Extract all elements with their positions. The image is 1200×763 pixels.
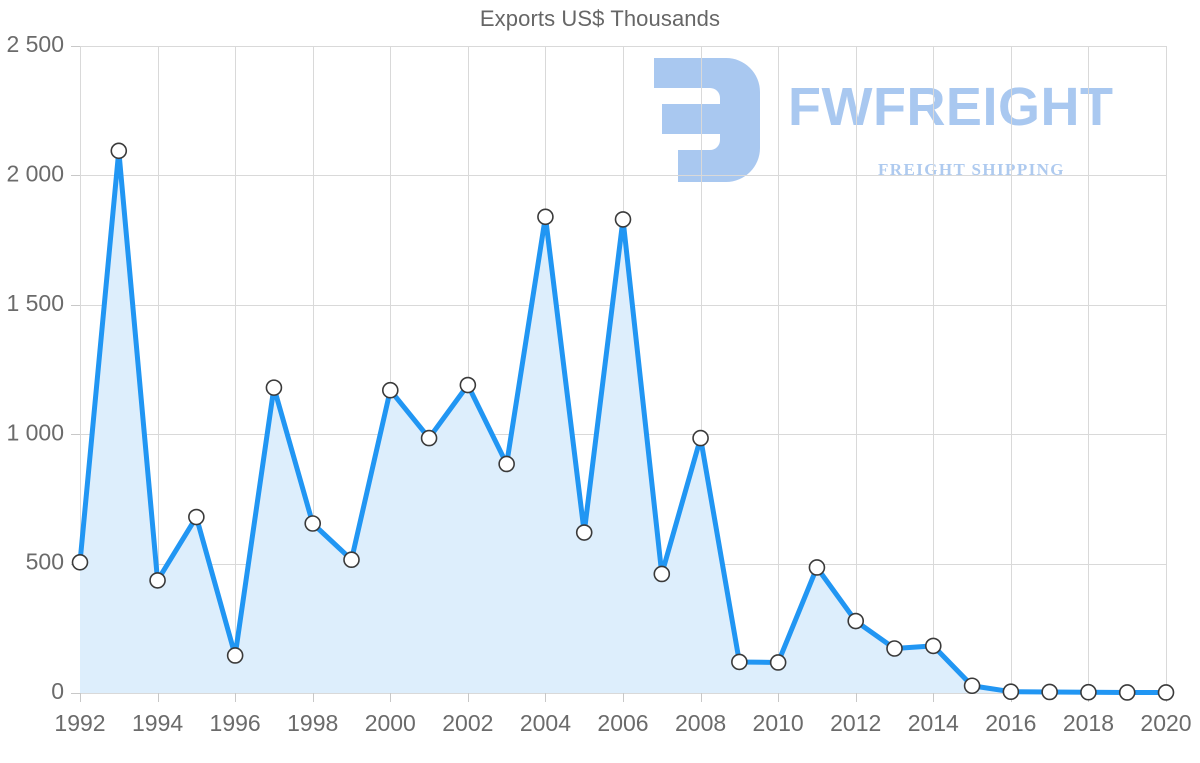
data-point-marker[interactable] — [71, 554, 89, 571]
data-point-marker[interactable] — [1157, 684, 1175, 701]
data-point-marker[interactable] — [731, 653, 748, 671]
data-point-marker[interactable] — [1080, 683, 1097, 701]
x-axis-tick-label: 2012 — [830, 710, 881, 736]
data-point-marker[interactable] — [1118, 684, 1136, 701]
data-point-marker[interactable] — [769, 654, 787, 671]
x-axis-tick-label: 1998 — [287, 710, 338, 736]
x-axis-tick-label: 1994 — [132, 710, 183, 736]
y-axis-tick-label: 2 500 — [6, 31, 64, 57]
data-point-marker[interactable] — [886, 640, 903, 657]
y-axis-tick-label: 500 — [26, 549, 64, 575]
data-point-marker[interactable] — [459, 376, 477, 394]
data-point-marker[interactable] — [1002, 683, 1020, 701]
y-axis-labels: 0 500 1 000 1 500 2 000 2 500 — [6, 31, 64, 704]
data-point-marker[interactable] — [265, 379, 283, 396]
data-point-marker[interactable] — [614, 211, 632, 228]
x-axis-tick-label: 1992 — [54, 710, 105, 736]
x-axis-tick-label: 2010 — [753, 710, 804, 736]
data-point-marker[interactable] — [575, 524, 593, 541]
data-point-marker[interactable] — [149, 572, 166, 589]
x-axis-tick-label: 2018 — [1063, 710, 1114, 736]
data-point-marker[interactable] — [498, 455, 515, 473]
x-axis-tick-label: 2016 — [985, 710, 1036, 736]
y-axis-tick-label: 1 000 — [6, 419, 64, 445]
data-point-marker[interactable] — [226, 647, 244, 664]
x-axis-tick-label: 2004 — [520, 710, 571, 736]
area-fill — [80, 150, 1166, 693]
data-point-marker[interactable] — [110, 142, 128, 160]
x-axis-tick-label: 2002 — [442, 710, 493, 736]
y-axis-tick-label: 0 — [51, 678, 64, 704]
series-area — [80, 150, 1166, 693]
data-point-marker[interactable] — [1041, 683, 1058, 701]
data-point-marker[interactable] — [420, 429, 438, 447]
data-point-marker[interactable] — [304, 515, 322, 532]
x-axis-tick-label: 2008 — [675, 710, 726, 736]
x-axis-tick-label: 1996 — [210, 710, 261, 736]
data-point-marker[interactable] — [808, 559, 826, 576]
y-axis-tick-label: 1 500 — [6, 290, 64, 316]
data-point-marker[interactable] — [537, 208, 554, 226]
chart-title: Exports US$ Thousands — [479, 6, 721, 31]
data-point-marker[interactable] — [847, 612, 865, 630]
data-point-marker[interactable] — [963, 677, 981, 695]
y-axis-tick-label: 2 000 — [6, 160, 64, 186]
data-point-marker[interactable] — [653, 565, 671, 583]
data-point-marker[interactable] — [381, 381, 399, 399]
data-point-marker[interactable] — [692, 429, 709, 447]
data-point-marker[interactable] — [343, 551, 360, 569]
x-axis-labels: 1992 1994 1996 1998 2000 2002 2004 2006 2008 2010… — [54, 710, 1191, 736]
x-axis-tick-label: 2006 — [597, 710, 648, 736]
data-point-marker[interactable] — [188, 508, 205, 526]
data-point-marker[interactable] — [924, 637, 942, 655]
x-axis-tick-label: 2014 — [908, 710, 959, 736]
x-axis-tick-label: 2000 — [365, 710, 416, 736]
series-markers — [71, 142, 1175, 701]
x-axis-tick-label: 2020 — [1140, 710, 1191, 736]
